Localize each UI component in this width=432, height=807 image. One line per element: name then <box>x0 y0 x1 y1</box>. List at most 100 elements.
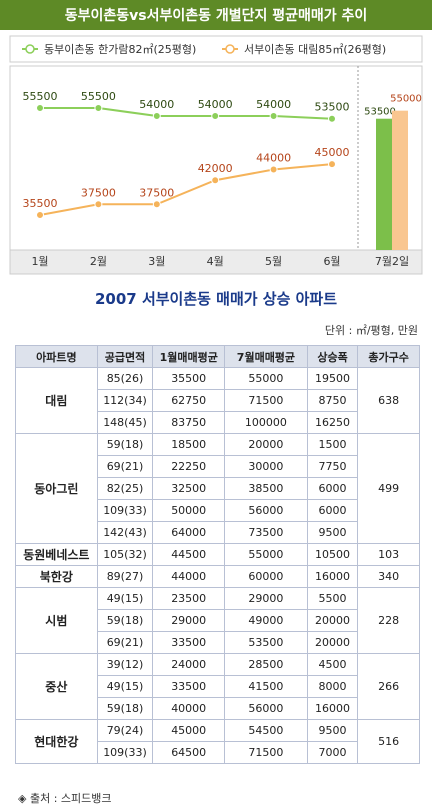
legend-marker <box>25 44 35 54</box>
header-cell: 상승폭 <box>306 345 359 368</box>
header-cell: 아파트명 <box>15 345 98 368</box>
data-label: 35500 <box>23 197 58 210</box>
cell: 32500 <box>152 477 226 500</box>
point <box>94 200 103 209</box>
cell: 89(27) <box>96 565 154 588</box>
bar <box>376 118 392 250</box>
total: 228 <box>357 587 420 654</box>
cell: 64000 <box>152 521 226 544</box>
cell: 53500 <box>224 631 308 654</box>
x-tick-label: 6월 <box>323 255 340 268</box>
cell: 62750 <box>152 389 226 412</box>
total: 340 <box>357 565 420 588</box>
point <box>211 112 220 121</box>
cell: 7000 <box>306 741 359 764</box>
cell: 44500 <box>152 543 226 566</box>
cell: 4500 <box>306 653 359 676</box>
data-label: 55500 <box>81 90 116 103</box>
data-label: 44000 <box>256 152 291 165</box>
cell: 24000 <box>152 653 226 676</box>
legend-marker <box>225 44 235 54</box>
x-axis-band <box>9 249 423 275</box>
point <box>269 112 278 121</box>
apt-name: 북한강 <box>15 565 98 588</box>
cell: 73500 <box>224 521 308 544</box>
row: 49(15) 33500 41500 8000 <box>16 675 420 698</box>
cell: 9500 <box>306 521 359 544</box>
cell: 71500 <box>224 389 308 412</box>
series-line <box>39 163 333 216</box>
cell: 105(32) <box>96 543 154 566</box>
apt-name: 동원베네스트 <box>15 543 98 566</box>
source: ◈ 출처 : 스피드뱅크 <box>18 792 112 805</box>
legend-label: 서부이촌동 대림85㎡(26평형) <box>244 43 386 56</box>
plot-area <box>9 65 423 251</box>
x-tick-label: 2월 <box>90 255 107 268</box>
row: 148(45) 83750 100000 16250 <box>16 411 420 434</box>
point <box>328 114 336 123</box>
cell: 16250 <box>306 411 359 434</box>
cell: 23500 <box>152 587 226 610</box>
point <box>36 104 44 112</box>
cell: 142(43) <box>96 521 154 544</box>
cell: 16000 <box>306 697 359 720</box>
total: 638 <box>357 367 420 434</box>
point <box>211 176 220 185</box>
cell: 59(18) <box>96 433 154 456</box>
data-label: 37500 <box>81 186 116 199</box>
row: 59(18) 40000 56000 16000 <box>16 697 420 720</box>
total: 499 <box>357 433 420 544</box>
cell: 83750 <box>152 411 226 434</box>
cell: 55000 <box>224 367 308 390</box>
data-label: 53500 <box>315 101 350 114</box>
cell: 19500 <box>306 367 359 390</box>
cell: 30000 <box>224 455 308 478</box>
cell: 5500 <box>306 587 359 610</box>
chart-title: 동부이촌동vs서부이촌동 개별단지 평균매매가 추이 <box>65 7 368 24</box>
cell: 79(24) <box>96 719 154 742</box>
cell: 49(15) <box>96 587 154 610</box>
header-cell: 7월매매평균 <box>224 345 308 368</box>
cell: 45000 <box>152 719 226 742</box>
cell: 64500 <box>152 741 226 764</box>
row: 69(21) 22250 30000 7750 <box>16 455 420 478</box>
x-tick-label: 3월 <box>148 255 165 268</box>
header-cell: 공급면적 <box>96 345 154 368</box>
cell: 54500 <box>224 719 308 742</box>
cell: 55000 <box>224 543 308 566</box>
header-cell: 총가구수 <box>357 345 420 368</box>
data-label: 55500 <box>23 90 58 103</box>
row: 142(43) 64000 73500 9500 <box>16 521 420 544</box>
cell: 33500 <box>152 675 226 698</box>
data-label: 54000 <box>256 98 291 111</box>
cell: 8750 <box>306 389 359 412</box>
cell: 20000 <box>306 631 359 654</box>
cell: 10500 <box>306 543 359 566</box>
cell: 56000 <box>224 499 308 522</box>
cell: 50000 <box>152 499 226 522</box>
point <box>328 160 336 169</box>
data-label: 54000 <box>198 98 233 111</box>
x-tick-label: 1월 <box>31 255 48 268</box>
row: 중산 39(12) 24000 28500 4500 266 <box>15 653 420 720</box>
cell: 148(45) <box>96 411 154 434</box>
data-label: 42000 <box>198 162 233 175</box>
cell: 109(33) <box>96 499 154 522</box>
series-line <box>40 107 333 120</box>
row: 82(25) 32500 38500 6000 <box>16 477 420 500</box>
row: 시범 49(15) 23500 29000 5500 228 <box>15 587 420 654</box>
cell: 8000 <box>306 675 359 698</box>
row: 동원베네스트 105(32) 44500 55000 10500 103 <box>15 543 420 566</box>
cell: 20000 <box>306 609 359 632</box>
cell: 112(34) <box>96 389 154 412</box>
table: 아파트명 공급면적 1월매매평균 7월매매평균 상승폭 총가구수 대림 85(26) 35500… <box>15 345 420 764</box>
cell: 7750 <box>306 455 359 478</box>
data-label: 45000 <box>315 146 350 159</box>
bar <box>392 110 408 250</box>
cell: 33500 <box>152 631 226 654</box>
cell: 82(25) <box>96 477 154 500</box>
cell: 100000 <box>224 411 308 434</box>
x-tick-label: 5월 <box>265 255 282 268</box>
x-tick-label: 7월2일 <box>375 254 409 268</box>
